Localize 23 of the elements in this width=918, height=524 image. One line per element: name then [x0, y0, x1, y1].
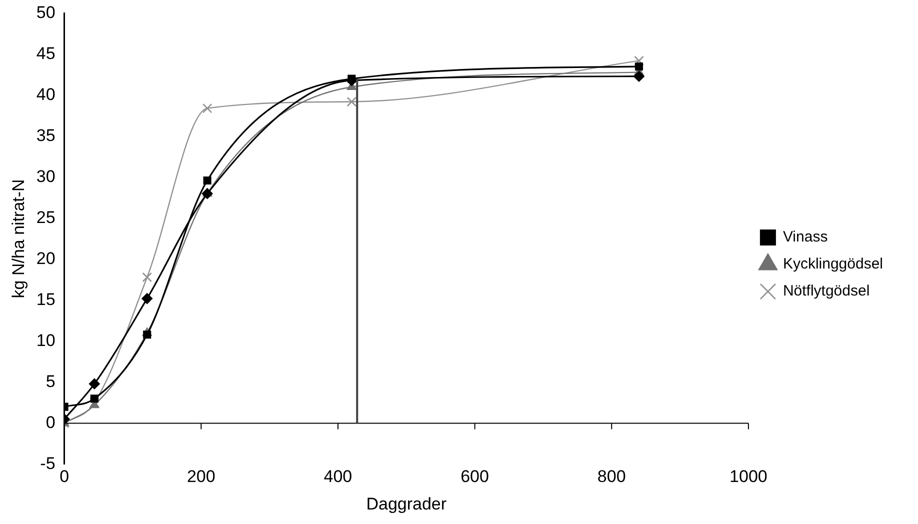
y-axis-title: kg N/ha nitrat-N	[8, 179, 28, 298]
x-tick-label: 600	[460, 467, 489, 486]
x-axis-title: Daggrader	[366, 494, 447, 514]
legend-label: Vinass	[782, 228, 828, 246]
y-tick-label: 10	[36, 330, 56, 350]
y-tick-label: 25	[36, 208, 56, 227]
y-tick-label: 30	[36, 166, 56, 186]
y-tick-label: 50	[36, 2, 56, 22]
legend-label: Nötflytgödsel	[782, 282, 870, 300]
y-tick-label: 35	[36, 126, 56, 145]
x-tick-label: 400	[324, 467, 352, 486]
y-tick-label: 15	[36, 290, 56, 309]
x-tick-label: 200	[186, 467, 216, 486]
x-tick-label: 1000	[730, 467, 768, 486]
y-tick-label: 5	[46, 372, 56, 391]
legend-label: Kycklinggödsel	[782, 256, 884, 273]
y-tick-label: 45	[36, 44, 56, 63]
y-tick-label: 20	[36, 248, 56, 268]
x-tick-label: 800	[597, 467, 626, 486]
y-tick-label: -5	[40, 454, 56, 473]
y-tick-label: 0	[46, 412, 56, 432]
x-tick-label: 0	[60, 467, 70, 486]
y-tick-label: 40	[36, 84, 56, 104]
